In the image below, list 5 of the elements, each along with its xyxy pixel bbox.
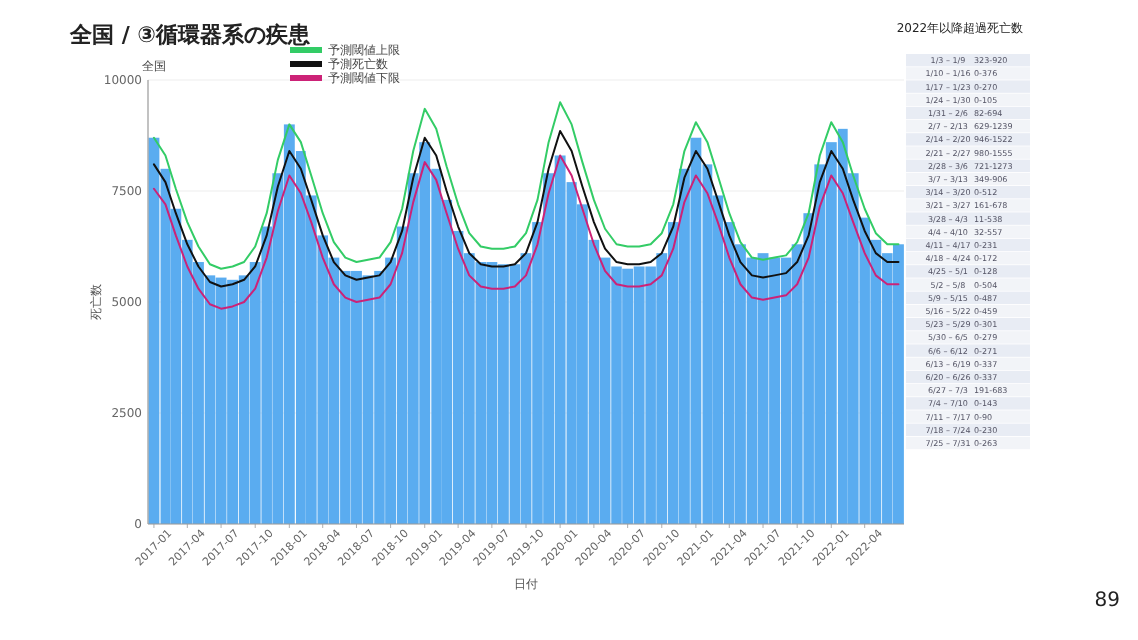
text: 89 — [1094, 590, 1120, 612]
chart-title: 全国 / ③循環器系の疾患 — [68, 22, 312, 48]
line-series — [152, 130, 900, 288]
line-series — [152, 154, 900, 310]
line-series — [152, 101, 900, 270]
